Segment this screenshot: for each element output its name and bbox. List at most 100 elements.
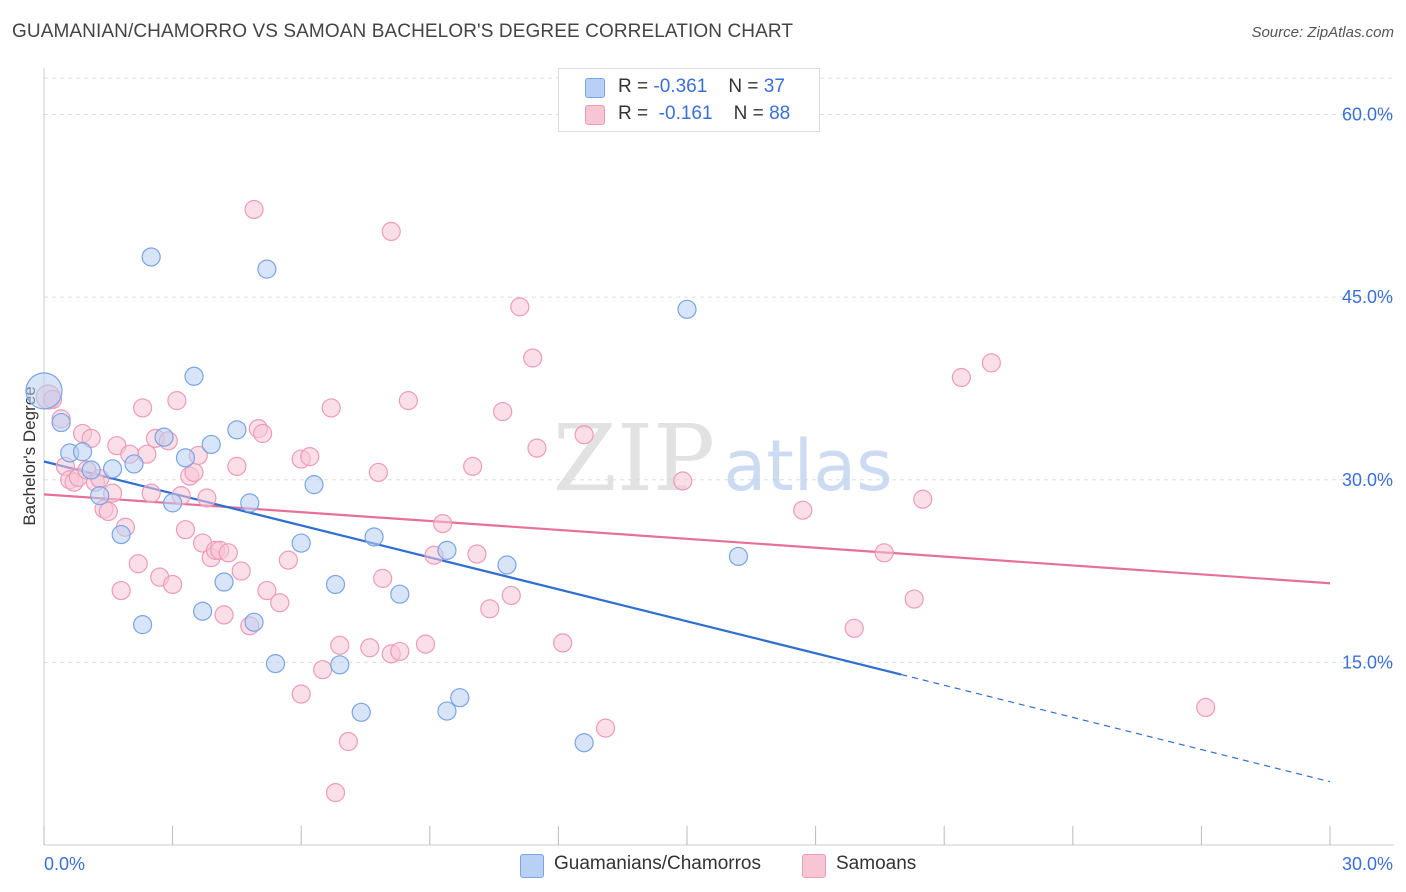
bottom-legend-swatch-pink xyxy=(802,854,826,878)
guamanian-point xyxy=(102,459,123,479)
samoan-point xyxy=(214,605,234,625)
samoan-trend-line xyxy=(43,493,1331,585)
samoan-point xyxy=(141,483,161,503)
samoan-point xyxy=(673,471,693,491)
legend-n-label: N = xyxy=(733,103,764,124)
samoan-point xyxy=(81,428,101,448)
guamanian-point xyxy=(265,653,286,674)
x-tick-label: 30.0% xyxy=(1342,854,1393,874)
guamanian-point xyxy=(193,601,213,621)
guamanian-point xyxy=(330,655,350,675)
guamanian-point xyxy=(291,533,311,553)
guamanian-point xyxy=(214,572,234,592)
y-tick-label: 60.0% xyxy=(1342,105,1393,125)
samoan-point xyxy=(874,543,894,563)
guamanian-point xyxy=(72,442,93,462)
legend-n-value: 88 xyxy=(769,103,791,124)
guamanian-point xyxy=(497,555,517,575)
legend-r-label: R = xyxy=(618,76,649,97)
samoan-point xyxy=(128,554,148,574)
samoan-point xyxy=(278,550,298,570)
guamanian-point xyxy=(437,701,457,721)
samoan-point xyxy=(523,348,543,368)
samoan-point xyxy=(244,199,264,220)
samoan-point xyxy=(433,513,453,534)
samoan-point xyxy=(227,456,247,476)
samoan-point xyxy=(218,543,238,563)
watermark-zip: ZIP xyxy=(553,405,715,512)
samoan-point xyxy=(197,488,217,508)
x-tick-label: 0.0% xyxy=(44,854,85,874)
samoan-point xyxy=(574,425,594,445)
samoan-point xyxy=(167,391,187,411)
legend-swatch-blue xyxy=(585,78,605,98)
samoan-point xyxy=(510,297,530,317)
samoan-point xyxy=(330,635,350,655)
samoan-point xyxy=(463,456,483,476)
samoan-point xyxy=(300,447,320,467)
guamanian-point xyxy=(90,485,110,506)
y-tick-label: 15.0% xyxy=(1342,652,1393,672)
samoan-point xyxy=(415,634,436,654)
samoan-point xyxy=(137,444,157,464)
y-tick-label: 30.0% xyxy=(1342,470,1393,490)
samoan-point xyxy=(291,684,311,704)
samoan-point xyxy=(253,423,273,444)
samoan-point xyxy=(595,718,616,738)
guamanian-point xyxy=(325,574,346,595)
axes xyxy=(43,68,1394,846)
samoan-point xyxy=(553,633,573,653)
legend-n-value: 37 xyxy=(763,76,785,97)
samoan-point xyxy=(913,489,933,509)
samoan-point xyxy=(1196,697,1216,718)
samoan-point xyxy=(111,580,131,601)
samoan-point xyxy=(527,438,547,458)
guamanian-point xyxy=(111,524,131,545)
guamanian-point xyxy=(304,475,324,495)
samoan-point xyxy=(163,574,183,595)
samoan-point xyxy=(257,580,277,601)
guamanian-point xyxy=(240,493,260,513)
guamanian-point xyxy=(124,454,144,474)
samoan-point xyxy=(98,501,118,522)
bottom-legend-swatch-blue xyxy=(520,854,544,878)
samoan-point xyxy=(270,593,290,613)
samoan-point xyxy=(501,585,521,606)
guamanian-point xyxy=(51,412,71,433)
guamanian-trend-extension xyxy=(901,673,1331,783)
guamanian-point xyxy=(437,540,457,560)
samoan-point xyxy=(325,783,346,803)
samoan-point xyxy=(313,660,333,680)
tick-labels: 15.0% 30.0% 45.0% 60.0% 0.0% 30.0% xyxy=(44,105,1393,874)
guamanian-point xyxy=(25,372,63,410)
samoan-point xyxy=(793,500,813,520)
samoan-point xyxy=(467,544,487,564)
guamanian-point xyxy=(364,527,384,547)
samoan-point xyxy=(480,599,500,619)
guamanian-point xyxy=(163,493,183,513)
samoan-point xyxy=(951,367,971,388)
samoan-point xyxy=(231,561,251,581)
samoan-point xyxy=(175,520,196,540)
guamanian-point xyxy=(390,584,410,604)
samoan-point xyxy=(381,221,401,241)
guamanian-point xyxy=(132,615,153,635)
legend-swatch-pink xyxy=(585,105,605,125)
guamanian-point xyxy=(81,460,101,480)
guamanian-point xyxy=(677,299,697,319)
samoan-point xyxy=(368,462,388,483)
guamanian-point xyxy=(175,448,196,468)
legend-n-label: N = xyxy=(728,76,759,97)
samoan-point xyxy=(321,398,341,418)
samoan-point xyxy=(904,589,924,609)
guamanian-point xyxy=(257,259,277,279)
guamanian-point xyxy=(227,420,247,440)
source-credit: Source: ZipAtlas.com xyxy=(1251,24,1394,41)
legend-r-value: -0.161 xyxy=(658,103,713,124)
samoan-point xyxy=(360,638,380,658)
guamanian-point xyxy=(574,733,594,753)
samoan-point xyxy=(132,398,153,418)
legend-r-label: R = xyxy=(618,103,649,124)
samoan-point xyxy=(373,568,393,588)
